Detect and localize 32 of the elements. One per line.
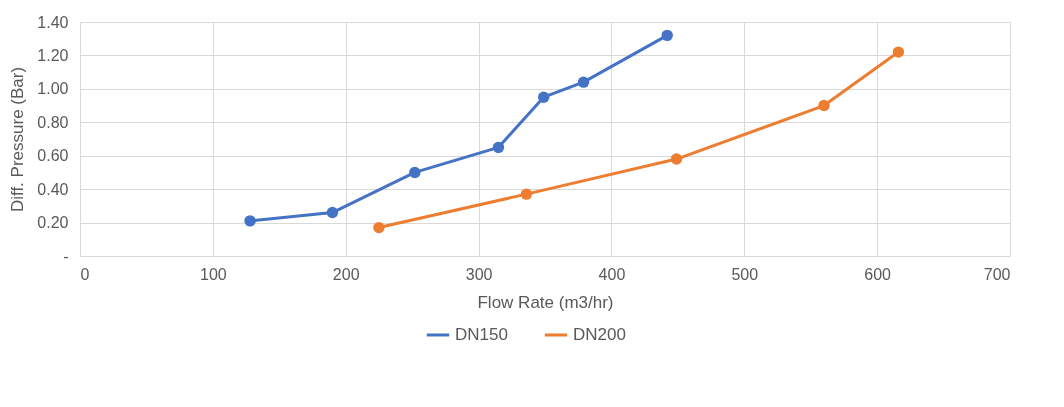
y-tick-label: 0.60	[37, 147, 69, 165]
x-axis-title: Flow Rate (m3/hr)	[477, 292, 614, 312]
point	[537, 91, 550, 103]
point	[326, 206, 339, 219]
y-tick-label: -	[63, 247, 69, 265]
legend-label: DN200	[573, 325, 626, 344]
point	[892, 46, 905, 58]
point	[670, 153, 683, 165]
point	[373, 221, 385, 234]
x-tick-label: 100	[200, 265, 227, 283]
x-tick-label: 0	[80, 265, 90, 283]
point	[818, 99, 830, 112]
y-tick-label: 1.00	[37, 80, 69, 98]
point	[244, 215, 256, 227]
point	[661, 29, 673, 42]
legend-label: DN150	[455, 325, 508, 344]
x-tick-label: 500	[731, 265, 759, 283]
x-tick-label: 700	[983, 265, 1011, 283]
point	[409, 166, 421, 179]
y-tick-label: 0.20	[37, 214, 69, 232]
x-tick-label: 300	[465, 265, 493, 283]
point	[492, 141, 505, 154]
y-tick-label: 0.40	[37, 180, 69, 198]
y-tick-label: 1.20	[37, 46, 69, 64]
x-tick-label: 600	[864, 265, 892, 283]
y-tick-label: 0.80	[37, 113, 69, 131]
y-axis-title: Diff. Pressure (Bar)	[8, 66, 28, 213]
x-tick-label: 400	[598, 265, 626, 283]
point	[520, 188, 533, 200]
point	[577, 76, 590, 88]
y-tick-label: 1.40	[37, 13, 69, 31]
x-tick-label: 200	[332, 265, 360, 283]
